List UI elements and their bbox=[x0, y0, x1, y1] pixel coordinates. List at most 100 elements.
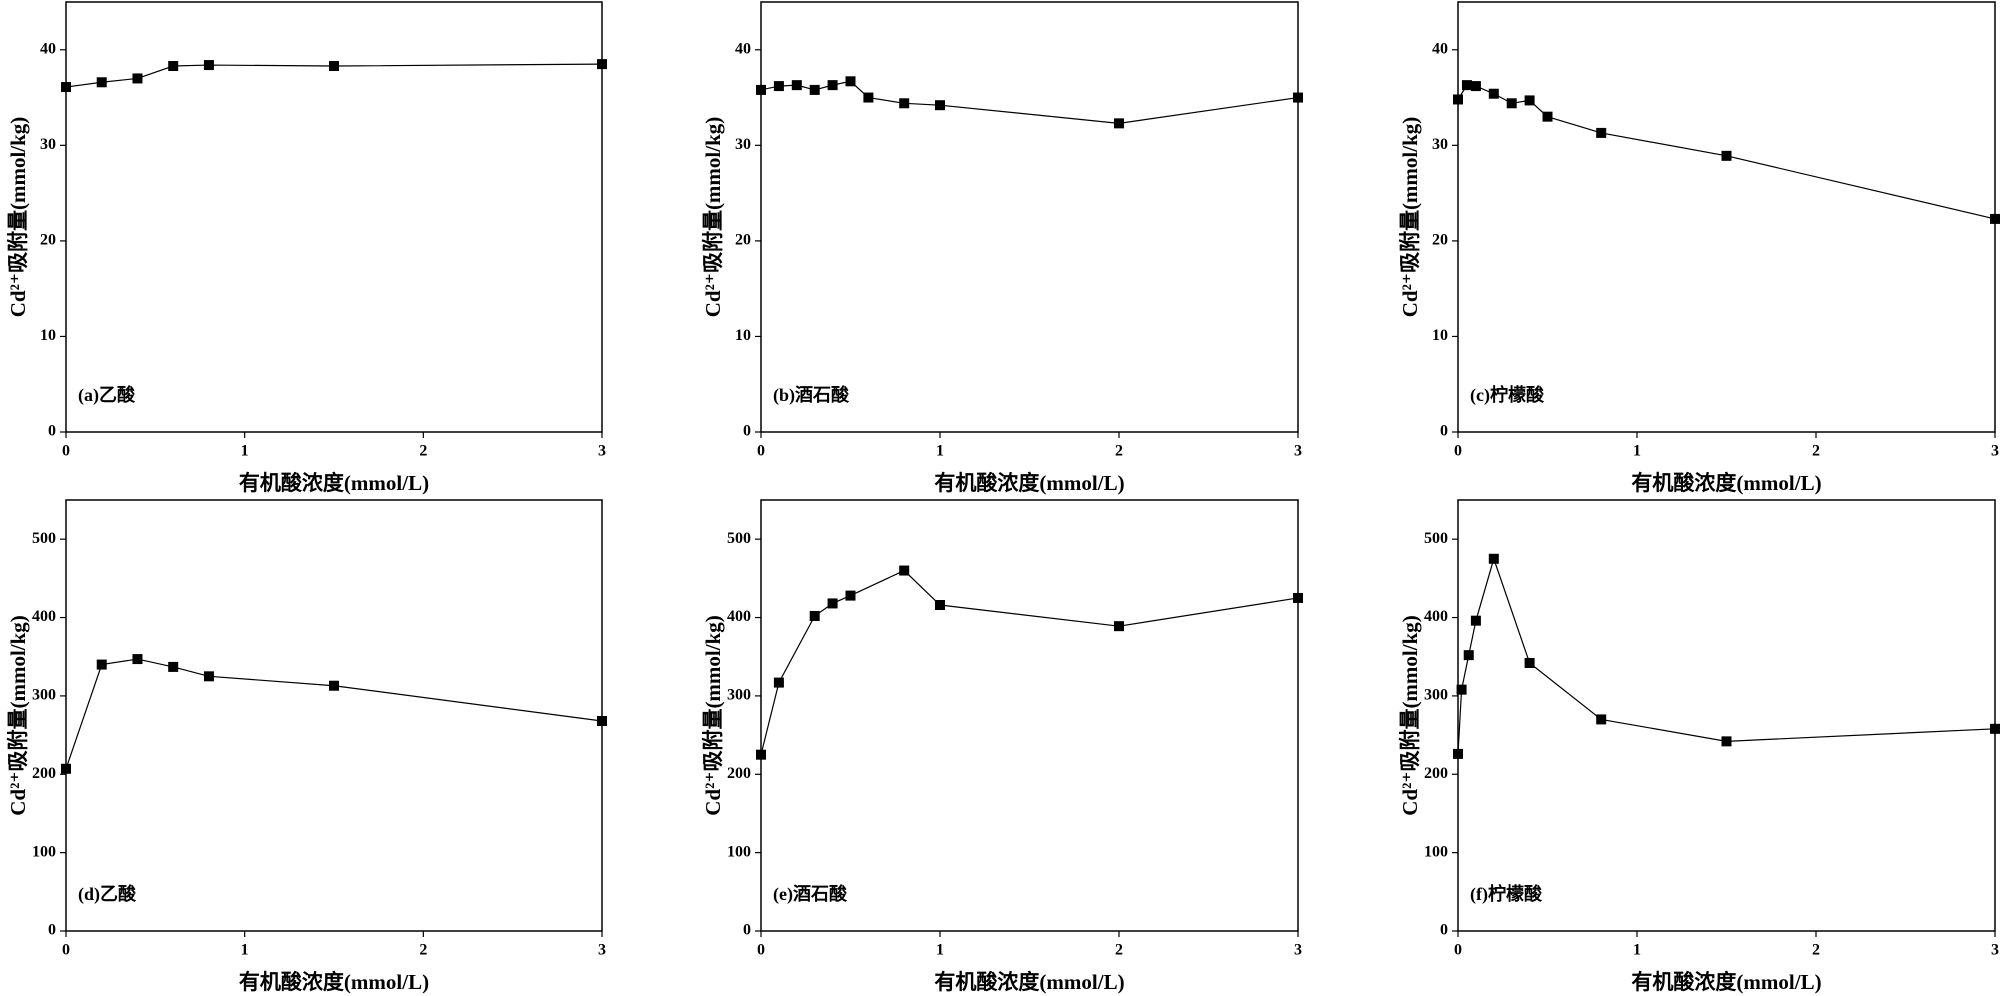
data-point bbox=[329, 680, 339, 691]
data-point bbox=[132, 654, 143, 665]
data-point bbox=[1488, 88, 1499, 99]
x-tick-label: 0 bbox=[62, 942, 70, 959]
y-tick-label: 10 bbox=[40, 327, 56, 344]
data-point bbox=[203, 671, 214, 682]
data-line bbox=[760, 569, 1299, 755]
y-axis-title: Cd²⁺吸附量(mmol/kg) bbox=[701, 117, 725, 318]
data-point bbox=[1463, 650, 1474, 661]
data-point bbox=[899, 98, 910, 109]
y-tick-label: 100 bbox=[1424, 843, 1448, 860]
data-point bbox=[1990, 723, 2000, 734]
x-tick-label: 0 bbox=[1454, 942, 1462, 959]
x-axis-title: 有机酸浓度(mmol/L) bbox=[1631, 471, 1821, 495]
data-point bbox=[168, 661, 179, 672]
x-tick-label: 0 bbox=[1454, 443, 1462, 460]
plot-frame bbox=[760, 499, 1299, 932]
y-tick-label: 30 bbox=[40, 136, 56, 153]
data-point bbox=[791, 80, 802, 91]
data-point bbox=[756, 84, 766, 95]
y-tick-label: 40 bbox=[735, 40, 751, 57]
y-tick-label: 0 bbox=[48, 922, 56, 939]
y-tick-label: 10 bbox=[1432, 327, 1448, 344]
data-point bbox=[132, 73, 143, 84]
y-axis-title: Cd²⁺吸附量(mmol/kg) bbox=[6, 615, 30, 816]
y-tick-label: 500 bbox=[1424, 530, 1448, 547]
y-tick-label: 10 bbox=[735, 327, 751, 344]
y-tick-label: 0 bbox=[1440, 922, 1448, 939]
data-point bbox=[1524, 95, 1535, 106]
y-tick-label: 40 bbox=[1432, 40, 1448, 57]
data-point bbox=[935, 600, 945, 611]
data-point bbox=[1456, 684, 1467, 695]
x-tick-label: 2 bbox=[419, 942, 427, 959]
y-axis-title: Cd²⁺吸附量(mmol/kg) bbox=[6, 117, 30, 318]
y-tick-label: 0 bbox=[48, 423, 56, 440]
y-tick-label: 200 bbox=[1424, 765, 1448, 782]
y-tick-label: 0 bbox=[1440, 423, 1448, 440]
y-axis-title: Cd²⁺吸附量(mmol/kg) bbox=[1398, 615, 1422, 816]
data-point bbox=[756, 749, 766, 760]
x-axis-title: 有机酸浓度(mmol/L) bbox=[239, 471, 429, 495]
data-point bbox=[1293, 92, 1303, 103]
x-axis-title: 有机酸浓度(mmol/L) bbox=[239, 970, 429, 994]
data-point bbox=[61, 82, 71, 93]
x-tick-label: 0 bbox=[757, 443, 765, 460]
data-point bbox=[1114, 621, 1124, 632]
data-point bbox=[1596, 127, 1607, 138]
data-point bbox=[899, 565, 910, 576]
data-line bbox=[1457, 556, 1996, 754]
x-tick-label: 1 bbox=[936, 942, 944, 959]
y-tick-label: 400 bbox=[1424, 608, 1448, 625]
data-point bbox=[168, 61, 179, 72]
y-tick-label: 500 bbox=[32, 530, 56, 547]
panel-label: (b)酒石酸 bbox=[773, 384, 850, 406]
data-point bbox=[845, 590, 856, 601]
panel-label: (a)乙酸 bbox=[78, 384, 136, 406]
data-point bbox=[1461, 80, 1472, 91]
x-axis-title: 有机酸浓度(mmol/L) bbox=[934, 970, 1124, 994]
y-tick-label: 300 bbox=[32, 687, 56, 704]
y-axis-title: Cd²⁺吸附量(mmol/kg) bbox=[701, 615, 725, 816]
x-tick-label: 2 bbox=[1812, 443, 1820, 460]
data-point bbox=[597, 715, 607, 726]
data-point bbox=[845, 76, 856, 87]
data-point bbox=[1470, 81, 1481, 92]
data-line bbox=[65, 658, 603, 769]
y-axis-title: Cd²⁺吸附量(mmol/kg) bbox=[1398, 117, 1422, 318]
x-tick-label: 1 bbox=[1633, 443, 1641, 460]
plot-frame bbox=[65, 499, 603, 932]
x-tick-label: 2 bbox=[1115, 942, 1123, 959]
x-tick-label: 3 bbox=[1991, 443, 1999, 460]
y-tick-label: 30 bbox=[1432, 136, 1448, 153]
panel-label: (e)酒石酸 bbox=[773, 883, 848, 905]
y-tick-label: 300 bbox=[1424, 687, 1448, 704]
y-tick-label: 20 bbox=[735, 232, 751, 249]
data-line bbox=[760, 80, 1299, 124]
y-tick-label: 30 bbox=[735, 136, 751, 153]
data-point bbox=[329, 61, 339, 72]
data-point bbox=[203, 60, 214, 71]
x-tick-label: 0 bbox=[62, 443, 70, 460]
x-tick-label: 0 bbox=[757, 942, 765, 959]
data-point bbox=[1721, 150, 1732, 161]
data-point bbox=[809, 84, 820, 95]
data-point bbox=[1542, 111, 1553, 122]
x-tick-label: 3 bbox=[598, 443, 606, 460]
data-point bbox=[1293, 592, 1303, 603]
y-tick-label: 400 bbox=[32, 608, 56, 625]
plot-frame bbox=[65, 1, 603, 433]
x-tick-label: 1 bbox=[241, 443, 249, 460]
panel-label: (d)乙酸 bbox=[78, 883, 137, 905]
data-point bbox=[1596, 714, 1607, 725]
x-tick-label: 2 bbox=[419, 443, 427, 460]
data-point bbox=[1524, 657, 1535, 668]
data-point bbox=[1453, 748, 1463, 759]
x-tick-label: 1 bbox=[1633, 942, 1641, 959]
x-tick-label: 3 bbox=[1294, 942, 1302, 959]
x-tick-label: 2 bbox=[1115, 443, 1123, 460]
data-point bbox=[597, 59, 607, 70]
data-point bbox=[1453, 94, 1463, 105]
y-tick-label: 20 bbox=[40, 232, 56, 249]
